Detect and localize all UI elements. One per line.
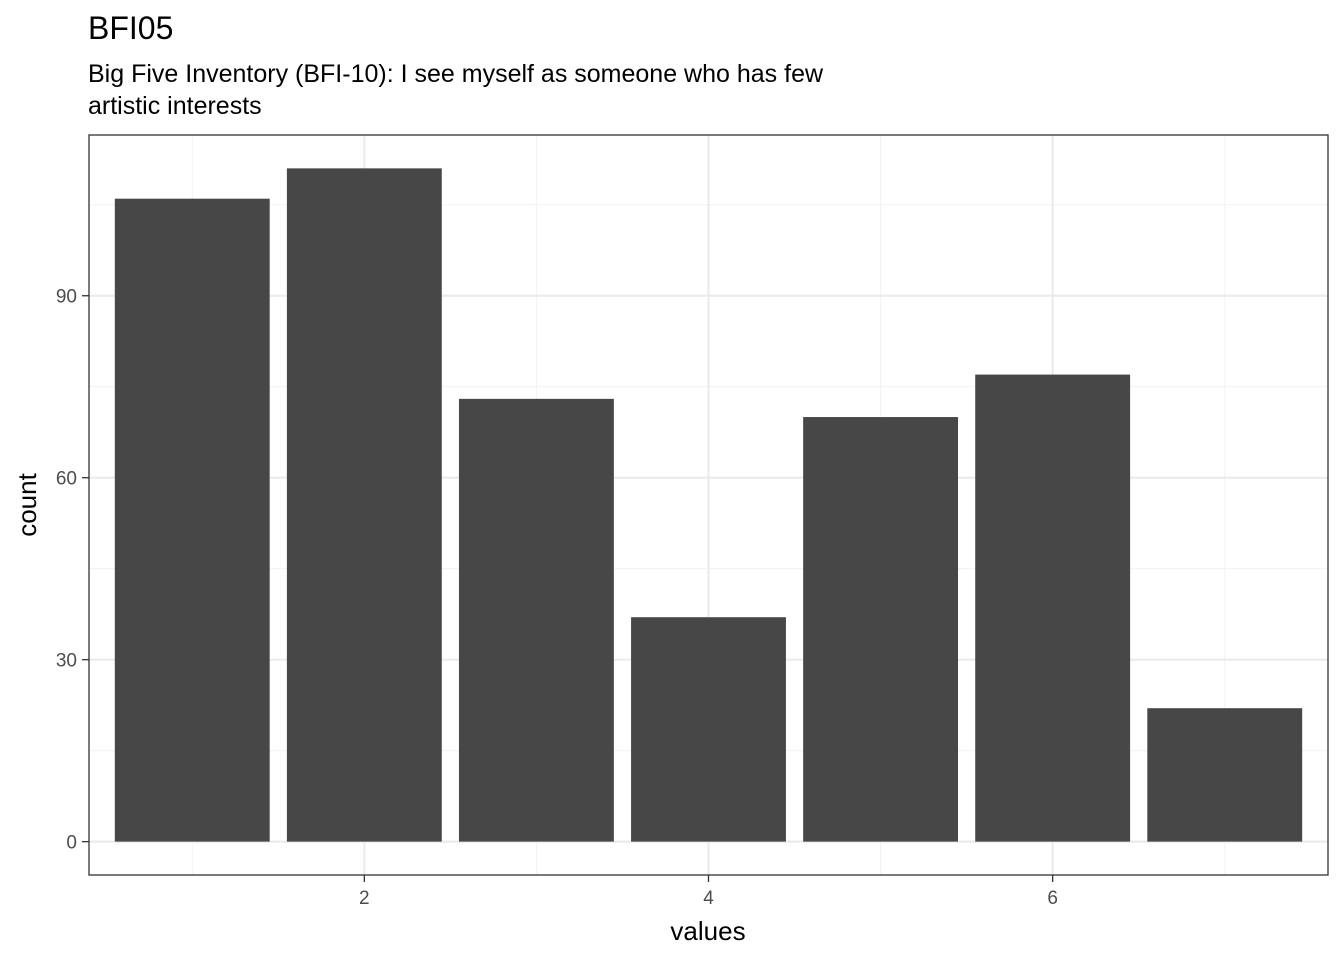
- y-tick-label: 0: [66, 833, 77, 854]
- bar-4: [631, 617, 786, 842]
- x-axis-title: values: [670, 916, 745, 946]
- chart-subtitle-line-2: artistic interests: [88, 92, 262, 120]
- bar-2: [286, 168, 442, 842]
- bars: [114, 168, 1303, 842]
- y-axis: 0 30 60 90: [56, 287, 89, 854]
- y-tick-label: 60: [56, 469, 77, 490]
- x-tick-label: 6: [1047, 888, 1058, 909]
- y-tick-label: 30: [56, 651, 77, 672]
- chart-subtitle-line-1: Big Five Inventory (BFI-10): I see mysel…: [88, 60, 824, 88]
- y-tick-label: 90: [56, 287, 77, 308]
- bar-3: [458, 398, 614, 842]
- bar-5: [803, 417, 959, 842]
- bar-1: [114, 198, 270, 842]
- x-tick-label: 2: [359, 888, 370, 909]
- bar-6: [975, 374, 1131, 842]
- x-axis: 2 4 6: [359, 875, 1058, 909]
- bar-7: [1147, 708, 1303, 842]
- chart-title: BFI05: [88, 10, 173, 46]
- y-axis-title: count: [12, 472, 42, 536]
- x-tick-label: 4: [703, 888, 714, 909]
